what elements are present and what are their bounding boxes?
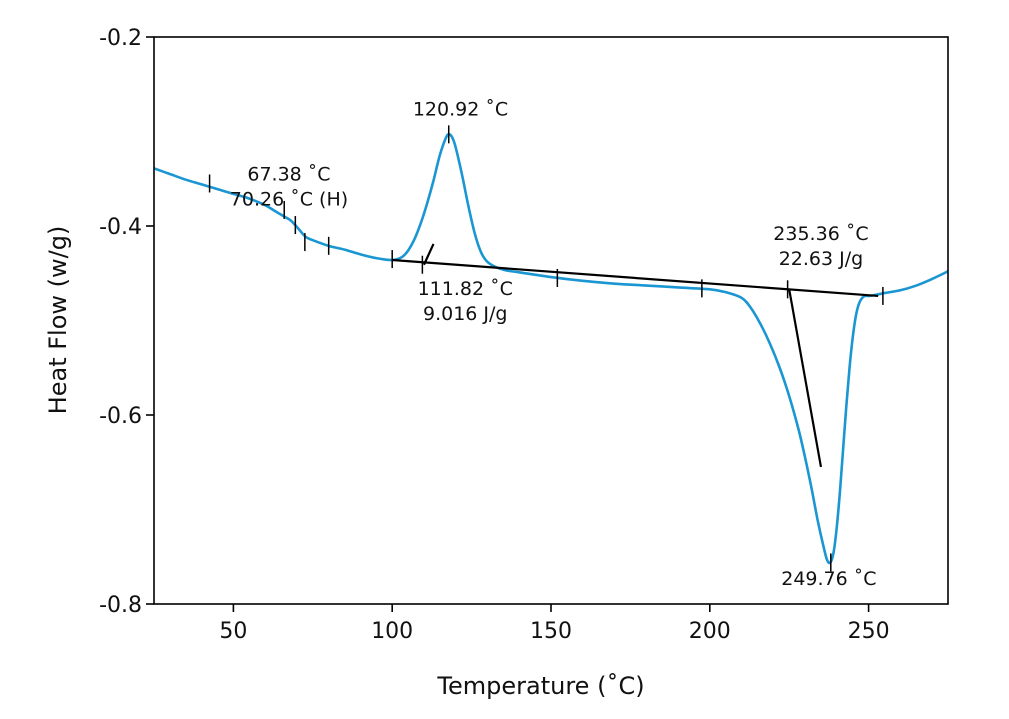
y-tick-label: -0.2 xyxy=(99,26,142,51)
y-axis: -0.8 -0.6 -0.4 -0.2 xyxy=(99,26,154,618)
annotation-3: 235.36 ˚C 22.63 J/g xyxy=(773,223,868,270)
curve-layer xyxy=(154,132,948,565)
annotation-0: 120.92 ˚C xyxy=(413,98,508,120)
marker-layer xyxy=(208,125,884,572)
annotation-layer: 120.92 ˚C 67.38 ˚C 70.26 ˚C (H) 111.82 ˚C 9.… xyxy=(230,98,877,590)
y-tick-label: -0.6 xyxy=(99,404,142,429)
construction-line-2 xyxy=(788,289,823,468)
construction-line-0 xyxy=(392,258,879,298)
heat-flow-curve-0 xyxy=(154,132,948,565)
x-axis: 50 100 150 200 250 xyxy=(219,604,890,644)
annotation-line: 249.76 ˚C xyxy=(781,568,876,590)
annotation-line: 111.82 ˚C xyxy=(418,278,513,300)
annotation-line: 22.63 J/g xyxy=(779,248,864,270)
y-tick-label: -0.8 xyxy=(99,593,142,618)
annotation-line: 70.26 ˚C (H) xyxy=(230,189,348,211)
plot-frame xyxy=(153,36,949,605)
annotation-1: 67.38 ˚C 70.26 ˚C (H) xyxy=(230,164,348,211)
y-tick-label: -0.4 xyxy=(99,215,142,240)
construction-line-1 xyxy=(422,243,435,266)
x-axis-title: Temperature (˚C) xyxy=(436,672,644,700)
x-tick-label: 150 xyxy=(530,619,572,644)
annotation-line: 67.38 ˚C xyxy=(247,164,330,186)
annotation-line: 120.92 ˚C xyxy=(413,98,508,120)
x-tick-label: 200 xyxy=(689,619,731,644)
x-tick-label: 50 xyxy=(219,619,247,644)
annotation-2: 111.82 ˚C 9.016 J/g xyxy=(418,278,513,325)
y-axis-title: Heat Flow (w/g) xyxy=(44,226,72,415)
annotation-line: 235.36 ˚C xyxy=(773,223,868,245)
x-tick-label: 250 xyxy=(848,619,890,644)
annotation-4: 249.76 ˚C xyxy=(781,568,876,590)
x-tick-label: 100 xyxy=(371,619,413,644)
baseline-layer xyxy=(392,243,879,468)
annotation-line: 9.016 J/g xyxy=(423,303,508,325)
